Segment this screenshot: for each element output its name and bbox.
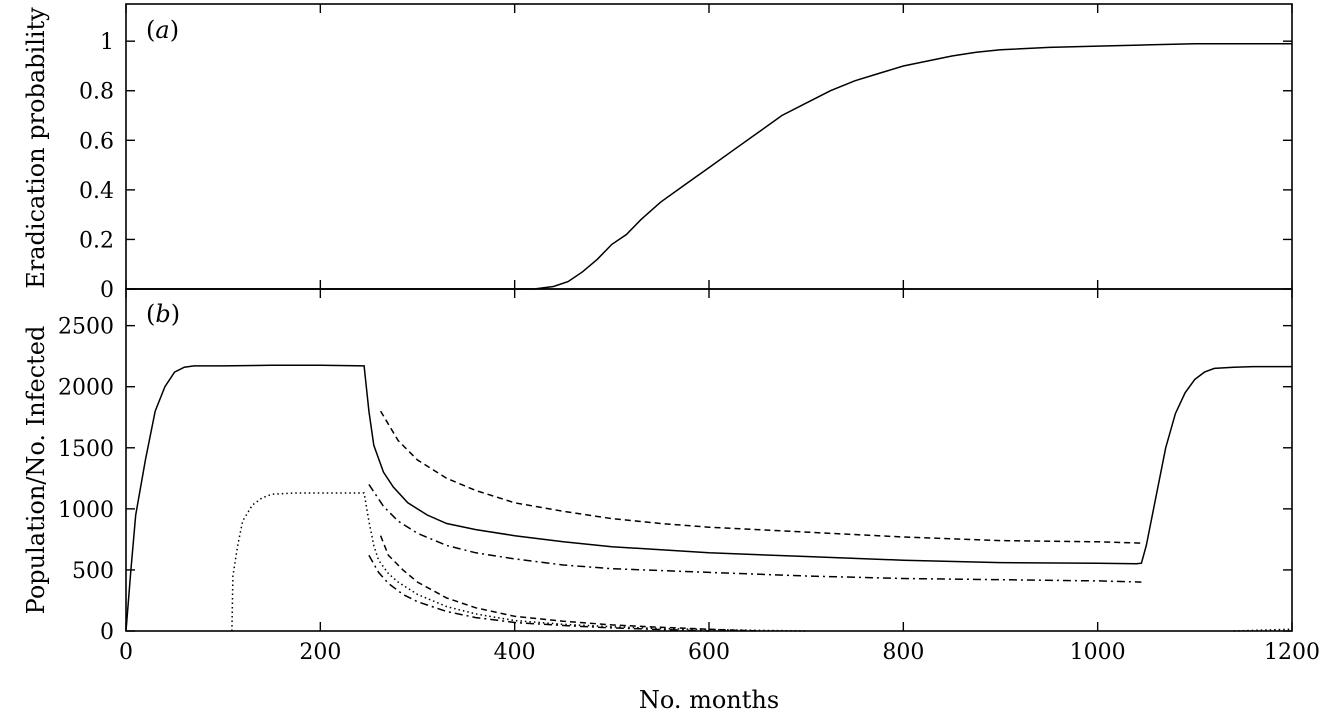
- series-line-dashdot: [368, 554, 710, 632]
- panel-b-frame: [125, 288, 1293, 632]
- panel-b-ticks: 0 200 400 600 800 1000 1200 0 500 1000 1500 2000 250…: [58, 289, 1320, 665]
- series-line-solid: [126, 42, 1292, 290]
- panel-a-frame: [125, 3, 1293, 290]
- series-line-dashdot: [368, 483, 1142, 583]
- panel-b-label: (b): [146, 300, 180, 328]
- y-tick-label: 0: [100, 278, 114, 303]
- y-tick-label: 0: [100, 620, 114, 645]
- y-tick-label: 1: [100, 30, 114, 55]
- x-tick-label: 600: [688, 640, 730, 665]
- series-line-dotted: [231, 492, 807, 632]
- panel-a: 0 0.2 0.4 0.6 0.8 1 (a) Eradication probabili…: [22, 3, 1293, 303]
- series-line-dotted: [1233, 628, 1293, 632]
- series-line-dashed: [379, 410, 1142, 544]
- x-tick-label: 800: [882, 640, 924, 665]
- panel-b-ylabel: Population/No. Infected: [22, 326, 50, 615]
- panel-b-series: [125, 364, 1293, 632]
- x-tick-label: 1000: [1070, 640, 1126, 665]
- y-tick-label: 0.4: [79, 179, 114, 204]
- series-line-solid: [125, 364, 1292, 632]
- y-tick-label: 0.6: [79, 129, 114, 154]
- x-tick-label: 200: [299, 640, 341, 665]
- x-tick-label: 0: [119, 640, 133, 665]
- y-tick-label: 1000: [58, 498, 114, 523]
- y-tick-label: 500: [72, 559, 114, 584]
- y-tick-label: 2000: [58, 376, 114, 401]
- x-tick-label: 400: [494, 640, 536, 665]
- panel-a-ticks: 0 0.2 0.4 0.6 0.8 1: [79, 4, 1293, 303]
- x-axis-label: No. months: [639, 686, 779, 714]
- panel-b: 0 200 400 600 800 1000 1200 0 500 1000 1500 2000 250…: [22, 288, 1320, 714]
- series-line-dashed: [379, 535, 758, 632]
- y-tick-label: 1500: [58, 437, 114, 462]
- y-tick-label: 0.8: [79, 80, 114, 105]
- y-tick-label: 2500: [58, 315, 114, 340]
- x-tick-label: 1200: [1264, 640, 1320, 665]
- y-tick-label: 0.2: [79, 228, 114, 253]
- panel-a-series: [126, 42, 1292, 290]
- panel-a-label: (a): [146, 16, 179, 44]
- panel-a-ylabel: Eradication probability: [22, 7, 50, 289]
